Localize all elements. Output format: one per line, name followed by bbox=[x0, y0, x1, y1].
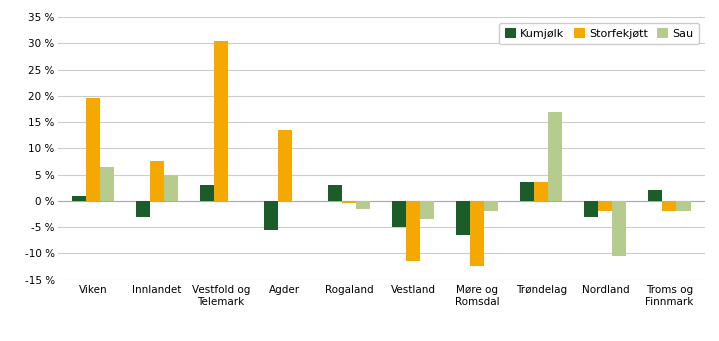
Bar bbox=[420, 201, 434, 219]
Bar bbox=[86, 99, 100, 201]
Bar bbox=[520, 182, 534, 201]
Bar bbox=[72, 196, 86, 201]
Bar bbox=[662, 201, 677, 211]
Bar bbox=[534, 182, 549, 201]
Bar bbox=[392, 201, 406, 227]
Bar bbox=[406, 201, 420, 261]
Bar bbox=[200, 185, 214, 201]
Bar bbox=[598, 201, 613, 211]
Bar bbox=[214, 41, 228, 201]
Bar bbox=[136, 201, 150, 217]
Bar bbox=[342, 201, 356, 204]
Bar bbox=[549, 112, 562, 201]
Bar bbox=[278, 130, 292, 201]
Bar bbox=[100, 167, 114, 201]
Bar bbox=[584, 201, 598, 217]
Bar bbox=[356, 201, 370, 209]
Bar bbox=[649, 190, 662, 201]
Bar bbox=[484, 201, 498, 211]
Bar bbox=[677, 201, 690, 211]
Bar bbox=[613, 201, 626, 256]
Bar bbox=[264, 201, 278, 230]
Bar bbox=[470, 201, 484, 267]
Bar bbox=[456, 201, 470, 235]
Bar bbox=[150, 162, 164, 201]
Bar bbox=[164, 175, 178, 201]
Legend: Kumjølk, Storfekjøtt, Sau: Kumjølk, Storfekjøtt, Sau bbox=[499, 23, 699, 44]
Bar bbox=[328, 185, 342, 201]
